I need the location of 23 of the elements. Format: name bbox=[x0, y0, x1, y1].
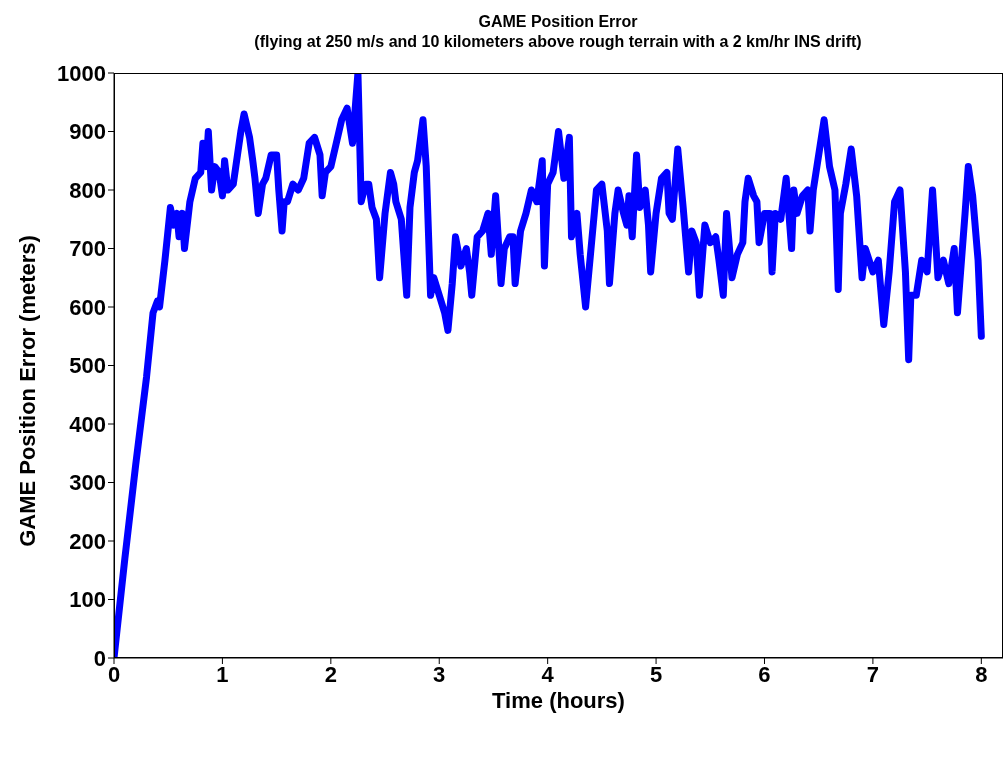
y-tick-label: 500 bbox=[69, 353, 106, 379]
x-tick-label: 3 bbox=[433, 661, 446, 687]
y-tick-label: 200 bbox=[69, 528, 106, 554]
y-tick-label: 900 bbox=[69, 119, 106, 145]
x-tick-label: 7 bbox=[866, 661, 880, 687]
x-tick-label: 8 bbox=[975, 661, 988, 687]
y-tick-label: 0 bbox=[93, 645, 106, 671]
x-tick-label: 4 bbox=[541, 661, 555, 687]
y-tick-label: 800 bbox=[69, 177, 106, 203]
x-tick-label: 2 bbox=[324, 661, 337, 687]
y-tick-label: 400 bbox=[69, 411, 106, 437]
y-tick-label: 700 bbox=[69, 236, 106, 262]
chart-title: GAME Position Error bbox=[477, 12, 639, 32]
y-tick-label: 600 bbox=[69, 294, 106, 320]
x-axis-title: Time (hours) bbox=[492, 688, 625, 713]
y-tick-label: 100 bbox=[69, 587, 106, 613]
y-tick-label: 1000 bbox=[57, 60, 106, 86]
x-tick-label: 6 bbox=[758, 661, 771, 687]
chart-subtitle: (flying at 250 m/s and 10 kilometers above rough terrain with a 2 km/hr INS drift) bbox=[253, 32, 863, 52]
x-tick-label: 1 bbox=[216, 661, 229, 687]
y-axis-title: GAME Position Error (meters) bbox=[15, 234, 41, 547]
y-tick-label: 300 bbox=[69, 470, 106, 496]
x-tick-label: 5 bbox=[649, 661, 663, 687]
